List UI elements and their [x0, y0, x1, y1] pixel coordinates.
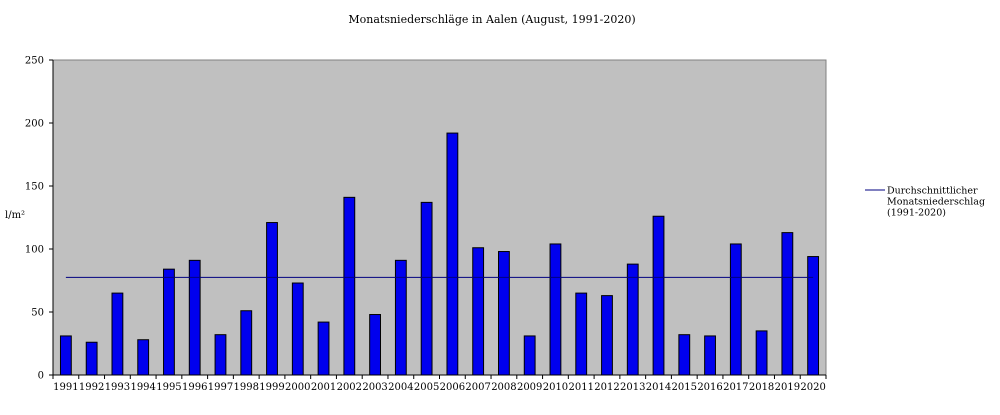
x-tick-label: 2014	[646, 382, 671, 393]
y-tick-label: 150	[25, 182, 44, 193]
bar	[704, 335, 716, 376]
x-tick-label: 2006	[440, 382, 465, 393]
bar-series	[59, 132, 820, 376]
x-tick-label: 2013	[620, 382, 645, 393]
bar	[523, 335, 536, 376]
chart-title: Monatsniederschläge in Aalen (August, 19…	[348, 13, 635, 26]
x-tick-label: 2011	[568, 382, 593, 393]
legend-label: Monatsniederschlag	[887, 197, 985, 208]
plot-area	[52, 59, 827, 376]
x-tick-label: 2004	[388, 382, 413, 393]
y-tick-label: 200	[25, 119, 44, 130]
x-tick-label: 2005	[414, 382, 439, 393]
x-tick-label: 2007	[465, 382, 490, 393]
x-tick-label: 2009	[517, 382, 542, 393]
x-axis: 1991 1992 1993 1994 1995 1996 1997 1998 1999 2000…	[52, 374, 827, 393]
bar	[369, 314, 381, 376]
legend: DurchschnittlicherMonatsniederschlag(199…	[865, 186, 985, 219]
x-tick-label: 1992	[79, 382, 104, 393]
legend-label: (1991-2020)	[887, 208, 946, 219]
x-tick-label: 2018	[749, 382, 774, 393]
x-tick-label: 2002	[337, 382, 362, 393]
bar	[626, 263, 639, 376]
bar	[240, 310, 253, 376]
y-axis-label: l/m²	[5, 210, 25, 221]
x-tick-label: 1994	[130, 382, 155, 393]
x-tick-label: 1995	[156, 382, 181, 393]
bar	[781, 232, 794, 376]
bar	[420, 201, 433, 376]
bar	[85, 341, 98, 376]
x-tick-label: 2008	[491, 382, 516, 393]
legend-label: Durchschnittlicher	[887, 186, 978, 197]
bar	[266, 222, 278, 376]
y-tick-label: 100	[25, 245, 44, 256]
bar	[678, 334, 691, 376]
x-tick-label: 2019	[775, 382, 800, 393]
x-tick-label: 2020	[800, 382, 825, 393]
bar	[729, 243, 742, 376]
y-axis: 0 50 100 150 200 250	[25, 56, 54, 382]
bar	[652, 215, 665, 376]
bar	[472, 247, 485, 376]
x-tick-label: 1998	[234, 382, 259, 393]
x-tick-label: 2003	[362, 382, 387, 393]
bar	[163, 268, 175, 376]
bar	[498, 251, 510, 376]
bar	[755, 330, 768, 376]
x-tick-label: 2016	[697, 382, 722, 393]
x-tick-label: 1993	[105, 382, 130, 393]
x-tick-label: 2000	[285, 382, 310, 393]
x-tick-label: 1996	[182, 382, 207, 393]
bar	[111, 292, 124, 376]
bar	[549, 243, 562, 376]
bar	[394, 259, 407, 376]
x-tick-label: 2010	[543, 382, 568, 393]
x-tick-label: 1999	[259, 382, 284, 393]
bar	[807, 256, 820, 376]
x-tick-label: 2017	[723, 382, 748, 393]
x-tick-label: 1997	[208, 382, 233, 393]
bar	[291, 282, 304, 376]
bar	[137, 339, 150, 376]
bar	[317, 321, 330, 376]
y-tick-label: 0	[38, 371, 44, 382]
x-tick-label: 2001	[311, 382, 336, 393]
bar	[575, 292, 588, 376]
bar	[601, 295, 613, 376]
x-tick-label: 2015	[672, 382, 697, 393]
bar	[214, 334, 227, 376]
bar	[59, 335, 72, 376]
bar	[343, 196, 356, 376]
x-tick-label: 1991	[53, 382, 78, 393]
bar	[188, 259, 201, 376]
y-tick-label: 250	[25, 56, 44, 67]
x-tick-label: 2012	[594, 382, 619, 393]
y-tick-label: 50	[31, 308, 44, 319]
bar	[446, 132, 459, 376]
